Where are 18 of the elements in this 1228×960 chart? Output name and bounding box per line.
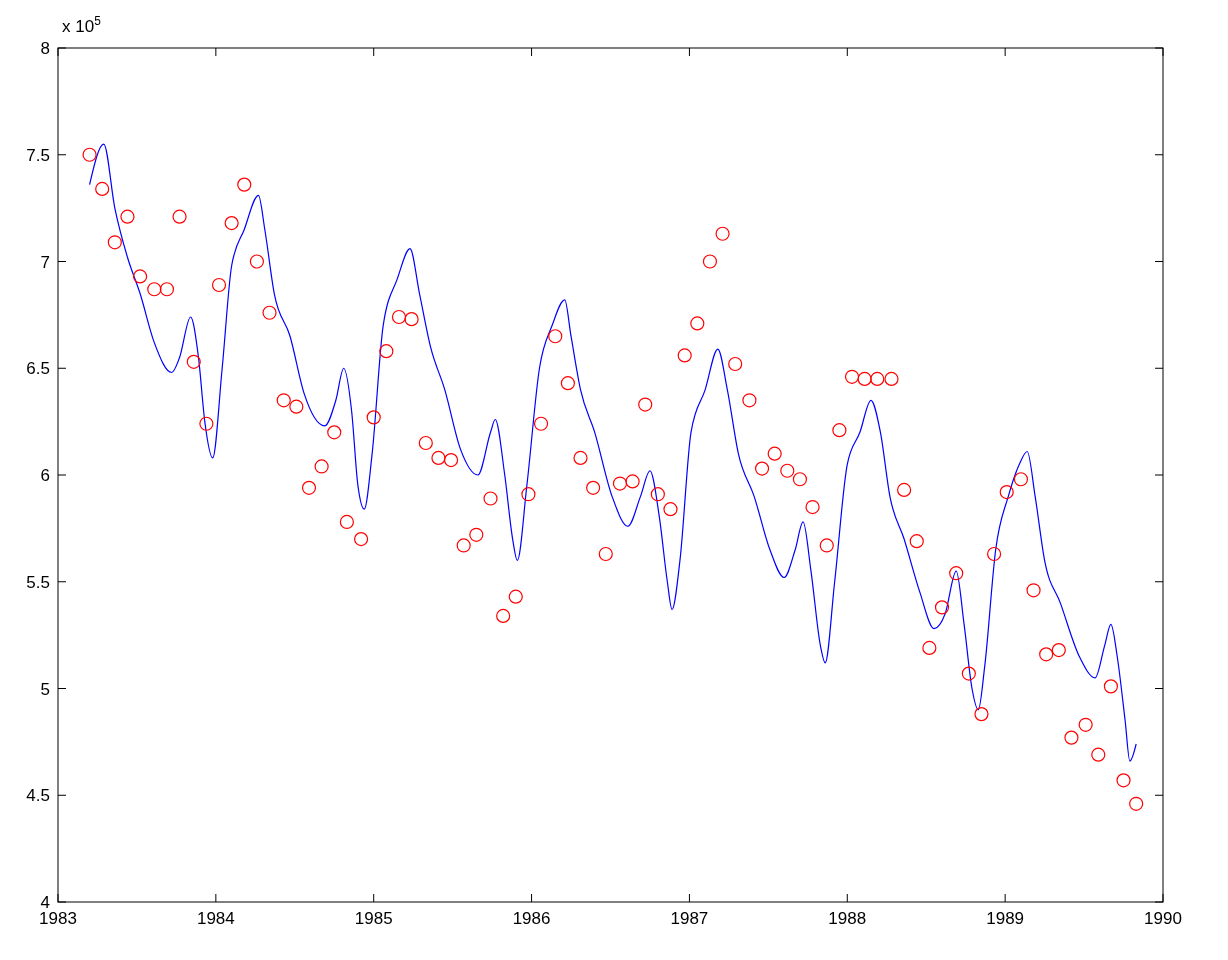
x-tick-label: 1985 xyxy=(354,909,393,928)
y-tick-label: 6 xyxy=(40,466,50,485)
y-tick-label: 7 xyxy=(40,252,50,272)
x-tick-label: 1987 xyxy=(670,909,709,928)
text: x 10$^{5}$ xyxy=(62,14,102,36)
y-tick-label: 6.5 xyxy=(26,359,50,379)
y-tick-label: 7.5 xyxy=(26,145,50,165)
y-tick-label: 5.5 xyxy=(26,572,50,592)
x-tick-label: 1990 xyxy=(1144,909,1182,928)
x-tick-label: 1988 xyxy=(828,909,867,928)
x-tick-label: 1986 xyxy=(512,909,551,928)
y-tick-label: 4 xyxy=(40,893,50,912)
y-tick-label: 5 xyxy=(40,679,50,699)
x-tick-label: 1989 xyxy=(986,909,1025,928)
x-tick-label: 1984 xyxy=(196,909,235,928)
y-tick-label: 8 xyxy=(40,39,50,58)
y-tick-label: 4.5 xyxy=(26,786,50,806)
x-tick-label: 1983 xyxy=(39,909,77,928)
